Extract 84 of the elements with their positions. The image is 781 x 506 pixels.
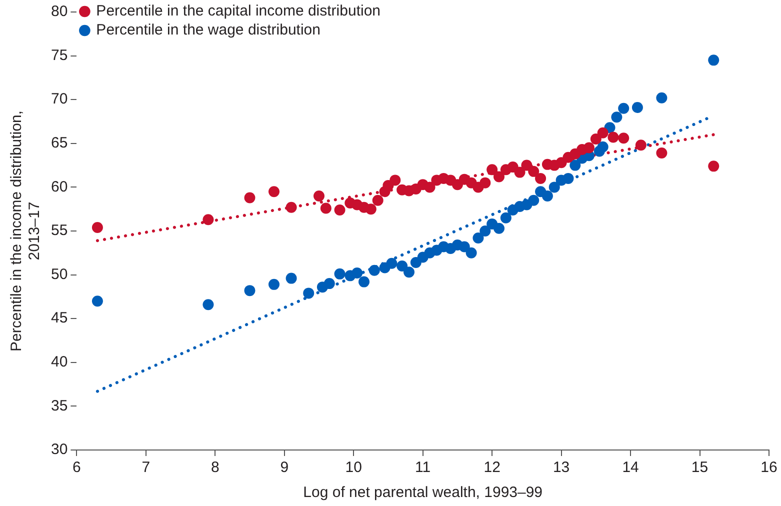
x-tick-label: 8	[210, 459, 220, 476]
point	[368, 264, 380, 276]
point	[268, 186, 280, 198]
legend-label: Percentile in the wage distribution	[96, 22, 320, 39]
point	[466, 247, 477, 258]
y-tick-label: 40	[50, 354, 68, 371]
y-tick-label: 45	[50, 310, 68, 327]
point	[632, 102, 643, 113]
point	[458, 241, 470, 252]
y-tick-label: 30	[50, 441, 68, 458]
x-tick-label: 14	[622, 459, 639, 476]
point	[403, 266, 414, 278]
y-tick-label: 65	[50, 134, 68, 152]
x-tick-label: 11	[415, 459, 431, 476]
x-tick-label: 15	[691, 459, 708, 476]
point	[480, 177, 491, 188]
point	[590, 134, 602, 145]
point	[500, 212, 512, 224]
point	[324, 278, 335, 290]
point	[424, 182, 436, 193]
point	[390, 174, 401, 186]
point	[396, 260, 408, 272]
point	[618, 132, 630, 144]
legend-label: Percentile in the capital income distribution	[96, 2, 381, 20]
y-tick-label: 50	[50, 266, 68, 283]
point	[386, 258, 398, 269]
point	[608, 132, 619, 143]
point	[528, 166, 540, 177]
point	[202, 214, 214, 226]
point	[493, 222, 504, 234]
point	[358, 276, 370, 288]
y-tick-label: 55	[50, 222, 68, 240]
point	[542, 190, 553, 202]
x-tick-label: 13	[552, 459, 570, 476]
point	[486, 164, 498, 176]
point	[480, 226, 491, 236]
x-tick-label: 12	[484, 459, 500, 476]
point	[365, 204, 376, 215]
point	[656, 148, 668, 159]
point	[202, 299, 214, 310]
y-tick-label: 80	[50, 3, 68, 20]
point	[528, 194, 540, 206]
point	[268, 278, 280, 290]
point	[286, 202, 297, 213]
point	[244, 192, 256, 204]
point	[708, 54, 720, 66]
point	[286, 272, 297, 284]
point	[521, 160, 532, 171]
point	[352, 268, 363, 279]
point	[570, 160, 581, 171]
point	[584, 142, 594, 154]
point	[635, 140, 646, 151]
y-tick-label: 35	[50, 397, 68, 414]
point	[372, 194, 384, 206]
y-axis-title: Percentile in the income distribution, 2013–17	[8, 110, 44, 352]
y-tick-label: 70	[50, 90, 68, 108]
x-tick-label: 10	[345, 459, 362, 476]
point	[472, 232, 484, 244]
point	[656, 92, 668, 104]
point	[548, 182, 560, 193]
x-tick-label: 6	[72, 459, 81, 476]
point	[313, 190, 324, 202]
x-axis-title: Log of net parental wealth, 1993–99	[303, 484, 543, 502]
point	[92, 222, 103, 233]
point	[708, 160, 720, 172]
point	[244, 285, 256, 296]
point	[597, 141, 608, 152]
point	[562, 172, 574, 184]
x-tick-label: 16	[760, 459, 778, 476]
point	[514, 166, 526, 178]
x-tick-label: 9	[280, 459, 289, 476]
point	[92, 296, 103, 307]
point	[611, 112, 622, 123]
point	[597, 127, 608, 138]
point	[303, 288, 314, 299]
point	[535, 172, 546, 184]
point	[320, 202, 332, 214]
y-tick-label: 75	[50, 46, 68, 64]
point	[618, 102, 630, 114]
point	[334, 268, 346, 280]
point	[493, 171, 504, 182]
point	[334, 204, 346, 216]
x-tick-label: 7	[142, 459, 150, 476]
y-tick-label: 60	[50, 178, 68, 196]
